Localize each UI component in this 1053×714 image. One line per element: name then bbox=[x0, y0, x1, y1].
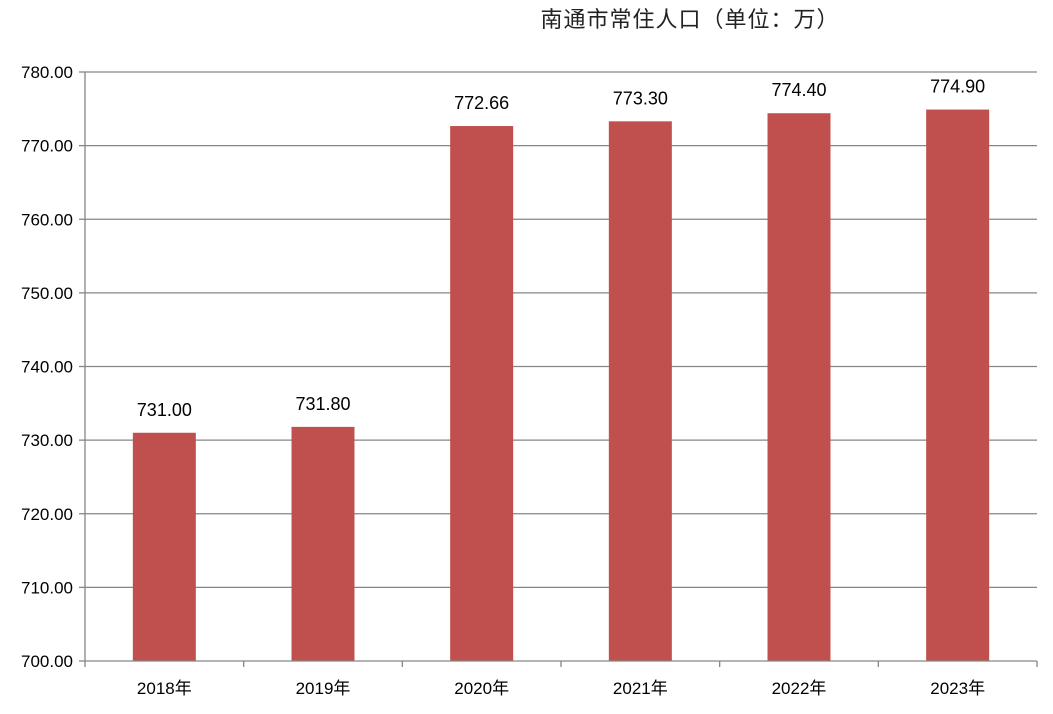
y-tick-label: 740.00 bbox=[21, 358, 73, 377]
x-tick-label: 2019年 bbox=[296, 679, 351, 698]
y-tick-label: 710.00 bbox=[21, 578, 73, 597]
data-label: 772.66 bbox=[454, 93, 509, 113]
bar bbox=[291, 426, 355, 661]
data-label: 731.00 bbox=[137, 400, 192, 420]
y-tick-label: 760.00 bbox=[21, 210, 73, 229]
bar bbox=[926, 109, 990, 661]
data-label: 774.40 bbox=[771, 80, 826, 100]
chart-title: 南通市常住人口（单位：万） bbox=[540, 8, 840, 33]
x-tick-label: 2018年 bbox=[137, 679, 192, 698]
y-tick-label: 720.00 bbox=[21, 505, 73, 524]
labels: 700.00 710.00 720.00 730.00 740.00 750.00 760.… bbox=[21, 63, 985, 698]
bar bbox=[767, 113, 831, 662]
gridlines bbox=[85, 71, 1037, 589]
bar bbox=[450, 126, 514, 661]
x-tick-label: 2023年 bbox=[930, 679, 985, 698]
axes bbox=[79, 71, 1038, 667]
y-tick-label: 730.00 bbox=[21, 431, 73, 450]
data-label: 774.90 bbox=[930, 77, 985, 97]
x-tick-label: 2021年 bbox=[613, 679, 668, 698]
y-tick-label: 780.00 bbox=[21, 63, 73, 82]
data-label: 731.80 bbox=[295, 394, 350, 414]
data-label: 773.30 bbox=[613, 88, 668, 108]
bar bbox=[132, 432, 196, 661]
x-tick-label: 2022年 bbox=[772, 679, 827, 698]
y-tick-label: 770.00 bbox=[21, 137, 73, 156]
y-tick-label: 700.00 bbox=[21, 652, 73, 671]
x-tick-label: 2020年 bbox=[454, 679, 509, 698]
bar bbox=[608, 121, 672, 662]
bars bbox=[132, 109, 990, 662]
y-tick-label: 750.00 bbox=[21, 284, 73, 303]
